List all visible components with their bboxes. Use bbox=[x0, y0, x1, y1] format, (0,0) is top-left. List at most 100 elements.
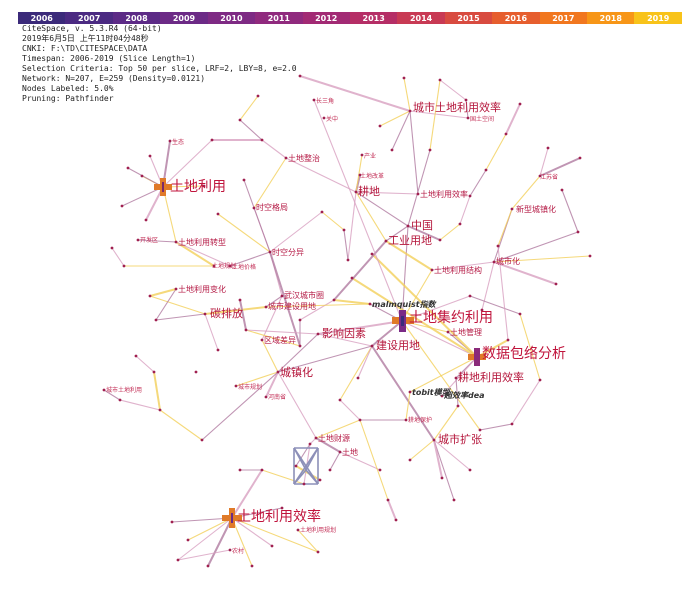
label-chengshi-jianshe-yongdi[interactable]: 城市建设用地 bbox=[268, 301, 316, 311]
label-tudi[interactable]: 土地 bbox=[342, 447, 358, 457]
network-node[interactable] bbox=[110, 246, 114, 250]
label-tudi-caiyuan[interactable]: 土地财源 bbox=[318, 433, 350, 443]
network-node[interactable] bbox=[260, 468, 264, 472]
label-jianshe-yongdi[interactable]: 建设用地 bbox=[376, 338, 420, 352]
network-node[interactable] bbox=[478, 428, 482, 432]
hub-tudi-jiyue-liyong[interactable] bbox=[392, 310, 414, 332]
network-node[interactable] bbox=[428, 148, 432, 152]
network-node[interactable] bbox=[152, 370, 156, 374]
label-jiangsusheng[interactable]: 江苏省 bbox=[540, 173, 558, 181]
label-tudi-jiyue-liyong[interactable]: 土地集约利用 bbox=[409, 309, 493, 326]
network-node[interactable] bbox=[406, 224, 410, 228]
label-nongcun[interactable]: 农村 bbox=[232, 547, 244, 555]
network-node[interactable] bbox=[316, 332, 320, 336]
network-node[interactable] bbox=[212, 264, 216, 268]
network-node[interactable] bbox=[256, 94, 260, 98]
label-tudi-jiage[interactable]: 土地价格 bbox=[232, 263, 256, 271]
network-node[interactable] bbox=[370, 344, 374, 348]
network-node[interactable] bbox=[538, 378, 542, 382]
label-chaoxiaolv-dea[interactable]: 超效率dea bbox=[443, 391, 485, 400]
network-node[interactable] bbox=[270, 544, 274, 548]
network-node[interactable] bbox=[346, 258, 350, 262]
network-node[interactable] bbox=[578, 156, 582, 160]
label-tudi-liyong-zhuanxing[interactable]: 土地利用转型 bbox=[178, 237, 226, 247]
label-malmquist[interactable]: malmquist指数 bbox=[372, 300, 438, 309]
label-henansheng[interactable]: 河南省 bbox=[268, 393, 286, 401]
network-node[interactable] bbox=[318, 478, 322, 482]
label-gengdi-liyong-xiaolv[interactable]: 耕地利用效率 bbox=[458, 370, 524, 384]
network-node[interactable] bbox=[408, 390, 412, 394]
network-node[interactable] bbox=[200, 438, 204, 442]
network-node[interactable] bbox=[492, 260, 496, 264]
network-node[interactable] bbox=[452, 498, 456, 502]
network-node[interactable] bbox=[440, 476, 444, 480]
network-node[interactable] bbox=[144, 218, 148, 222]
network-node[interactable] bbox=[408, 458, 412, 462]
label-tudi-liyong-guihua[interactable]: 土地利用规划 bbox=[300, 526, 336, 534]
network-node[interactable] bbox=[158, 408, 162, 412]
network-node[interactable] bbox=[328, 468, 332, 472]
label-guanzhong[interactable]: 关中 bbox=[326, 115, 338, 123]
network-node[interactable] bbox=[454, 376, 458, 380]
network-node[interactable] bbox=[356, 376, 360, 380]
label-shengtai[interactable]: 生态 bbox=[172, 138, 184, 146]
network-node[interactable] bbox=[484, 168, 488, 172]
hub-shuju-baoluo[interactable] bbox=[468, 348, 486, 366]
network-node[interactable] bbox=[280, 294, 284, 298]
network-node[interactable] bbox=[390, 148, 394, 152]
network-node[interactable] bbox=[202, 184, 206, 188]
network-node[interactable] bbox=[134, 354, 138, 358]
network-node[interactable] bbox=[314, 436, 318, 440]
network-node[interactable] bbox=[446, 330, 450, 334]
network-node[interactable] bbox=[148, 154, 152, 158]
label-xinxing-chengzhenhua[interactable]: 新型城镇化 bbox=[516, 204, 556, 214]
network-node[interactable] bbox=[440, 394, 444, 398]
network-node[interactable] bbox=[102, 388, 106, 392]
network-node[interactable] bbox=[404, 418, 408, 422]
label-chanye[interactable]: 产业 bbox=[364, 152, 376, 160]
network-node[interactable] bbox=[354, 190, 358, 194]
network-node[interactable] bbox=[480, 308, 484, 312]
network-node[interactable] bbox=[298, 74, 302, 78]
network-node[interactable] bbox=[194, 370, 198, 374]
label-tudi-liyong-jiegou[interactable]: 土地利用结构 bbox=[434, 265, 482, 275]
network-node[interactable] bbox=[228, 548, 232, 552]
label-tanpaifang[interactable]: 碳排放 bbox=[210, 306, 243, 320]
network-node[interactable] bbox=[176, 558, 180, 562]
network-node[interactable] bbox=[394, 518, 398, 522]
network-node[interactable] bbox=[252, 206, 256, 210]
network-node[interactable] bbox=[260, 338, 264, 342]
network-node[interactable] bbox=[456, 404, 460, 408]
network-node[interactable] bbox=[322, 116, 326, 120]
label-zhongguo[interactable]: 中国 bbox=[411, 219, 433, 232]
network-node[interactable] bbox=[496, 244, 500, 248]
label-chengzhenhua[interactable]: 城镇化 bbox=[280, 365, 313, 379]
network-node[interactable] bbox=[438, 78, 442, 82]
network-node[interactable] bbox=[316, 550, 320, 554]
network-node[interactable] bbox=[560, 188, 564, 192]
network-node[interactable] bbox=[402, 76, 406, 80]
network-node[interactable] bbox=[464, 98, 468, 102]
network-node[interactable] bbox=[370, 252, 374, 256]
network-node[interactable] bbox=[118, 398, 122, 402]
network-node[interactable] bbox=[284, 156, 288, 160]
label-shikong-fenyi[interactable]: 时空分异 bbox=[272, 247, 304, 257]
network-node[interactable] bbox=[120, 204, 124, 208]
network-node[interactable] bbox=[168, 139, 172, 143]
network-node[interactable] bbox=[264, 395, 268, 399]
network-node[interactable] bbox=[268, 250, 272, 254]
network-node[interactable] bbox=[430, 268, 434, 272]
network-node[interactable] bbox=[242, 178, 246, 182]
network-node[interactable] bbox=[588, 254, 592, 258]
network-node[interactable] bbox=[234, 384, 238, 388]
network-node[interactable] bbox=[546, 146, 550, 150]
network-node[interactable] bbox=[260, 138, 264, 142]
label-yingxiang-yinsu[interactable]: 影响因素 bbox=[322, 327, 366, 340]
label-quyu-chayi[interactable]: 区域差异 bbox=[264, 335, 296, 345]
network-node[interactable] bbox=[468, 294, 472, 298]
network-node[interactable] bbox=[338, 450, 342, 454]
network-node[interactable] bbox=[216, 212, 220, 216]
network-node[interactable] bbox=[210, 138, 214, 142]
network-node[interactable] bbox=[170, 520, 174, 524]
label-tudi-liyong[interactable]: 土地利用 bbox=[170, 179, 226, 195]
